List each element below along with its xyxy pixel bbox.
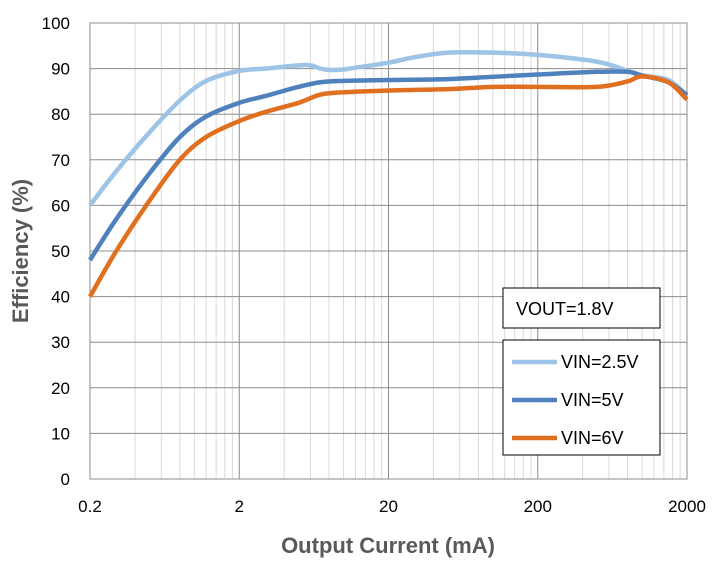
plot-frame [89, 22, 688, 480]
y-tick-label: 40 [51, 288, 70, 307]
legend-label: VIN=2.5V [561, 352, 639, 372]
x-tick-label: 200 [524, 497, 552, 516]
y-tick-label: 80 [51, 105, 70, 124]
legend-label: VIN=5V [561, 390, 624, 410]
y-tick-label: 20 [51, 379, 70, 398]
annotation-box [502, 287, 661, 329]
y-tick-label: 60 [51, 196, 70, 215]
y-tick-label: 70 [51, 151, 70, 170]
y-axis-title: Efficiency (%) [8, 179, 33, 323]
series-lines [88, 49, 689, 298]
x-axis-title: Output Current (mA) [281, 533, 495, 558]
y-tick-label: 30 [51, 333, 70, 352]
series-line [88, 69, 689, 262]
x-tick-label: 20 [379, 497, 398, 516]
x-tick-label: 0.2 [78, 497, 102, 516]
x-tick-labels: 0.2 2 20 200 2000 [78, 497, 706, 516]
y-tick-label: 100 [42, 14, 70, 33]
legend-label: VIN=6V [561, 428, 624, 448]
vout-annotation: VOUT=1.8V [502, 287, 661, 329]
y-tick-label: 10 [51, 424, 70, 443]
annotation-text: VOUT=1.8V [516, 299, 614, 319]
x-tick-label: 2000 [668, 497, 706, 516]
x-tick-label: 2 [235, 497, 244, 516]
y-tick-labels: 0 10 20 30 40 50 60 70 80 90 100 [42, 14, 70, 489]
y-tick-label: 0 [61, 470, 70, 489]
series-line [88, 74, 689, 298]
y-tick-label: 90 [51, 60, 70, 79]
series-line [88, 49, 689, 207]
legend: VIN=2.5V VIN=5V VIN=6V [502, 339, 661, 456]
y-tick-label: 50 [51, 242, 70, 261]
